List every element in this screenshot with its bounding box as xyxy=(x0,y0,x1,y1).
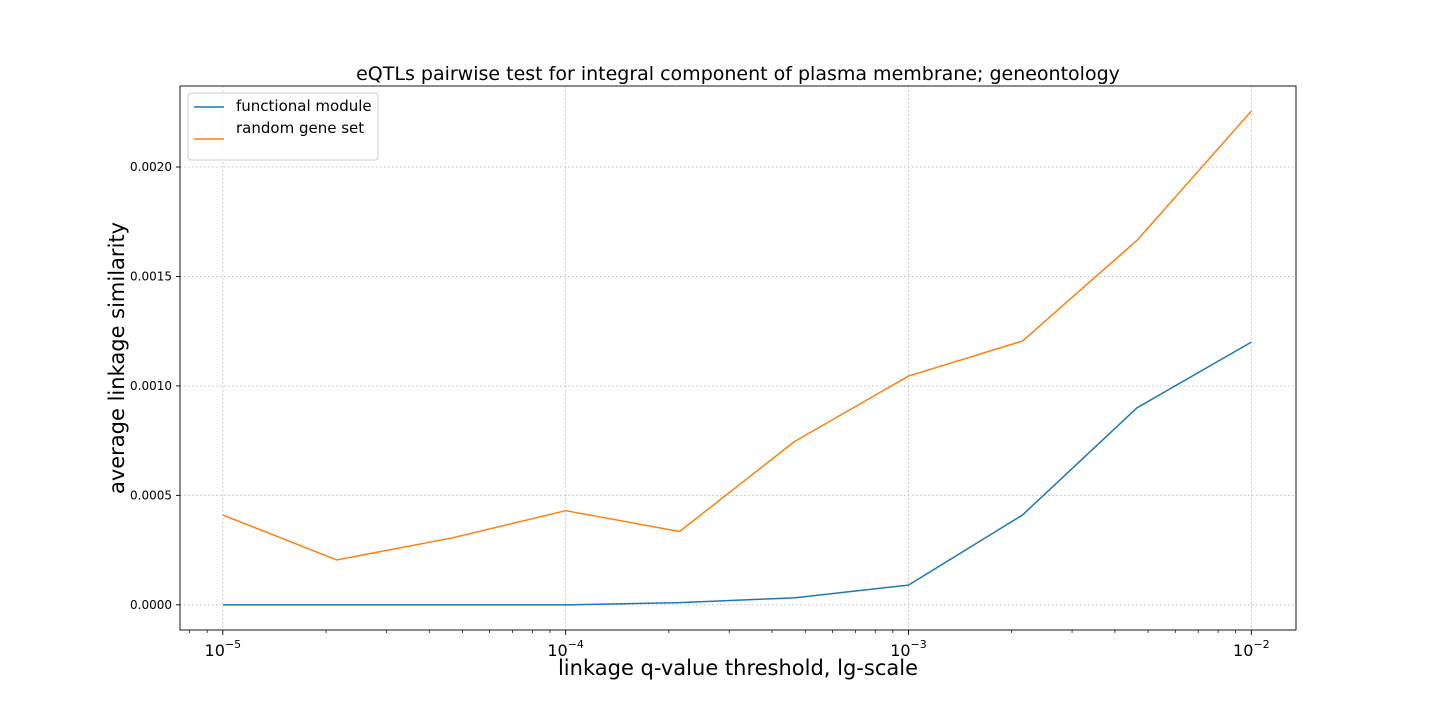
series-lines xyxy=(222,110,1252,606)
x-tick-base: 10 xyxy=(1233,641,1253,660)
x-axis-label: linkage q-value threshold, lg-scale xyxy=(558,656,918,680)
x-tick-exponent: −4 xyxy=(568,638,584,651)
y-tick-label: 0.0015 xyxy=(130,269,172,283)
y-tick-label: 0.0010 xyxy=(130,379,172,393)
x-tick-label: 10−3 xyxy=(890,638,927,660)
legend-box xyxy=(187,92,379,161)
x-tick-label: 10−5 xyxy=(205,638,242,660)
x-tick-exponent: −5 xyxy=(225,638,241,651)
x-tick-exponent: −2 xyxy=(1253,638,1269,651)
chart-title: eQTLs pairwise test for integral compone… xyxy=(356,63,1120,85)
x-tick-base: 10 xyxy=(205,641,225,660)
x-tick-base: 10 xyxy=(547,641,567,660)
legend: functional module random gene set xyxy=(187,92,379,161)
plot-frame xyxy=(179,85,1297,631)
x-tick-base: 10 xyxy=(890,641,910,660)
x-tick-label: 10−2 xyxy=(1233,638,1270,660)
y-axis-label: average linkage similarity xyxy=(105,222,129,494)
y-tick-label: 0.0005 xyxy=(130,488,172,502)
x-tick-exponent: −3 xyxy=(911,638,927,651)
series-line-0 xyxy=(222,341,1252,606)
series-line-1 xyxy=(222,110,1252,561)
y-tick-label: 0.0020 xyxy=(130,160,172,174)
legend-label: functional module xyxy=(236,97,372,115)
legend-label: random gene set xyxy=(236,119,364,137)
x-tick-label: 10−4 xyxy=(547,638,584,660)
grid-lines xyxy=(180,86,1296,630)
y-tick-label: 0.0000 xyxy=(130,598,172,612)
